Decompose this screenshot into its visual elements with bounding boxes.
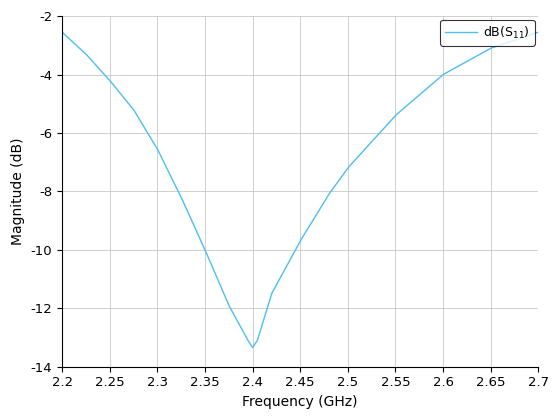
dB(S$_{11}$)	[368, 139, 375, 144]
dB(S$_{11}$)	[145, 132, 152, 137]
dB(S$_{11}$)	[241, 331, 248, 336]
X-axis label: Frequency (GHz): Frequency (GHz)	[242, 395, 358, 409]
dB(S$_{11}$)	[414, 94, 421, 99]
Line: dB(S$_{11}$): dB(S$_{11}$)	[62, 32, 538, 348]
Legend: dB(S$_{11}$): dB(S$_{11}$)	[440, 20, 535, 46]
dB(S$_{11}$)	[450, 66, 457, 71]
dB(S$_{11}$)	[249, 345, 256, 350]
Y-axis label: Magnitude (dB): Magnitude (dB)	[11, 138, 25, 245]
dB(S$_{11}$)	[59, 30, 66, 35]
dB(S$_{11}$)	[344, 165, 351, 171]
dB(S$_{11}$)	[535, 30, 542, 35]
